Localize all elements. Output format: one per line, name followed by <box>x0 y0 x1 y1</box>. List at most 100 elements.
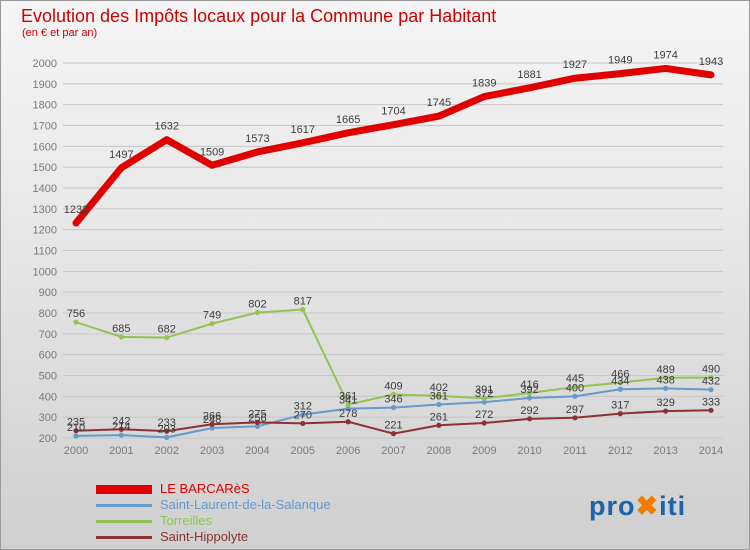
legend-item-saint-hippolyte: Saint-Hippolyte <box>96 530 331 544</box>
point-label-torreilles: 361 <box>339 390 357 402</box>
point-label-le-barcar-s: 1974 <box>653 49 677 61</box>
legend-swatch-torreilles <box>96 519 152 523</box>
point-label-saint-hippolyte: 333 <box>702 396 720 408</box>
point-label-torreilles: 817 <box>294 295 312 307</box>
data-point-saint-laurent-de-la-salanque <box>481 399 487 405</box>
y-axis-tick-label: 2000 <box>33 58 57 70</box>
point-label-saint-laurent-de-la-salanque: 312 <box>294 401 312 413</box>
data-point-saint-laurent-de-la-salanque <box>164 434 170 440</box>
point-label-saint-hippolyte: 272 <box>475 409 493 421</box>
point-label-saint-hippolyte: 266 <box>203 410 221 422</box>
point-label-torreilles: 416 <box>520 379 538 391</box>
point-label-saint-hippolyte: 261 <box>430 411 448 423</box>
data-point-torreilles <box>436 393 442 399</box>
y-axis-tick-label: 500 <box>39 371 57 383</box>
point-label-saint-hippolyte: 292 <box>520 405 538 417</box>
y-axis-tick-label: 1300 <box>33 204 57 216</box>
data-point-saint-hippolyte <box>436 422 442 428</box>
series-line-le-barcar-s <box>72 64 715 227</box>
legend-swatch-saint-laurent-de-la-salanque <box>96 503 152 507</box>
x-axis-tick-label: 2010 <box>517 445 541 457</box>
point-label-saint-hippolyte: 221 <box>384 420 402 432</box>
data-point-saint-laurent-de-la-salanque <box>663 385 669 392</box>
point-label-saint-hippolyte: 275 <box>248 408 266 420</box>
data-point-saint-hippolyte <box>345 419 351 425</box>
point-label-torreilles: 682 <box>158 324 176 336</box>
data-point-saint-laurent-de-la-salanque <box>708 387 714 393</box>
data-point-saint-laurent-de-la-salanque <box>436 401 442 408</box>
point-label-saint-hippolyte: 233 <box>158 417 176 429</box>
point-label-le-barcar-s: 1632 <box>154 121 178 133</box>
data-point-torreilles <box>254 309 261 316</box>
data-point-torreilles <box>663 375 669 381</box>
point-label-le-barcar-s: 1617 <box>291 124 315 136</box>
y-axis-tick-label: 1700 <box>33 121 57 133</box>
point-label-saint-hippolyte: 235 <box>67 417 85 429</box>
point-label-torreilles: 685 <box>112 323 130 335</box>
y-axis-tick-label: 1400 <box>33 183 57 195</box>
data-point-torreilles <box>526 390 533 396</box>
point-label-torreilles: 391 <box>475 384 493 396</box>
data-point-saint-laurent-de-la-salanque <box>617 386 623 392</box>
point-label-saint-laurent-de-la-salanque: 361 <box>430 390 448 402</box>
point-label-torreilles: 445 <box>566 373 584 385</box>
x-axis-tick-label: 2000 <box>64 445 88 457</box>
data-point-torreilles <box>118 334 124 340</box>
data-point-saint-hippolyte <box>254 419 261 425</box>
legend-item-saint-laurent-de-la-salanque: Saint-Laurent-de-la-Salanque <box>96 498 331 512</box>
point-label-saint-hippolyte: 270 <box>294 409 312 421</box>
data-point-saint-laurent-de-la-salanque <box>73 433 79 439</box>
point-label-saint-laurent-de-la-salanque: 372 <box>475 388 493 400</box>
point-label-saint-laurent-de-la-salanque: 432 <box>702 376 720 388</box>
data-point-saint-laurent-de-la-salanque <box>118 432 124 438</box>
x-axis-tick-label: 2012 <box>608 445 632 457</box>
legend: LE BARCARèS Saint-Laurent-de-la-Salanque T… <box>96 482 331 544</box>
data-point-saint-laurent-de-la-salanque <box>345 406 351 412</box>
y-axis-tick-label: 1000 <box>33 266 57 278</box>
data-point-saint-hippolyte <box>73 428 79 434</box>
data-point-saint-hippolyte <box>118 426 124 432</box>
y-axis-tick-label: 1900 <box>33 79 57 91</box>
data-point-saint-hippolyte <box>481 420 487 426</box>
point-label-le-barcar-s: 1704 <box>381 106 405 118</box>
point-label-torreilles: 756 <box>67 308 85 320</box>
legend-label-le-barcar-s: LE BARCARèS <box>160 481 250 496</box>
y-axis-tick-label: 1500 <box>33 162 57 174</box>
y-axis-tick-label: 600 <box>39 350 57 362</box>
data-point-saint-laurent-de-la-salanque <box>572 393 578 399</box>
y-axis-tick-label: 300 <box>39 412 57 424</box>
proxiti-logo: pro✖iti <box>589 491 686 522</box>
y-axis-tick-label: 1200 <box>33 225 57 237</box>
point-label-le-barcar-s: 1881 <box>517 69 541 81</box>
x-axis-tick-label: 2006 <box>336 445 360 457</box>
legend-swatch-le-barcar-s <box>96 484 152 494</box>
data-point-saint-hippolyte <box>572 415 578 421</box>
point-label-saint-laurent-de-la-salanque: 214 <box>112 421 130 433</box>
data-point-saint-hippolyte <box>209 421 215 427</box>
y-axis-tick-label: 1100 <box>33 246 57 258</box>
data-point-saint-hippolyte <box>526 416 533 422</box>
x-axis-tick-label: 2002 <box>154 445 178 457</box>
point-label-le-barcar-s: 1232 <box>64 204 88 216</box>
point-label-torreilles: 490 <box>702 364 720 376</box>
data-point-saint-laurent-de-la-salanque <box>390 404 397 411</box>
data-point-torreilles <box>708 374 714 381</box>
x-axis-tick-label: 2003 <box>200 445 224 457</box>
data-point-torreilles <box>209 321 215 327</box>
point-label-saint-hippolyte: 329 <box>656 397 674 409</box>
point-label-saint-laurent-de-la-salanque: 346 <box>384 394 402 406</box>
point-label-le-barcar-s: 1943 <box>699 56 723 68</box>
y-axis-tick-label: 900 <box>39 287 57 299</box>
point-label-le-barcar-s: 1573 <box>245 133 269 145</box>
data-point-torreilles <box>617 379 623 386</box>
x-axis-tick-label: 2014 <box>699 445 723 457</box>
point-label-saint-laurent-de-la-salanque: 203 <box>158 423 176 435</box>
x-axis-tick-label: 2004 <box>245 445 269 457</box>
y-axis-tick-label: 1800 <box>33 100 57 112</box>
chart-svg: 200 300 400 500 600 700 800 900 1000 1100 1200 1300… <box>33 49 724 457</box>
point-label-saint-laurent-de-la-salanque: 341 <box>339 395 357 407</box>
point-label-le-barcar-s: 1927 <box>563 59 587 71</box>
point-label-saint-hippolyte: 297 <box>566 404 584 416</box>
chart-title: Evolution des Impôts locaux pour la Comm… <box>21 6 497 26</box>
chart-subtitle: (en € et par an) <box>22 27 98 39</box>
